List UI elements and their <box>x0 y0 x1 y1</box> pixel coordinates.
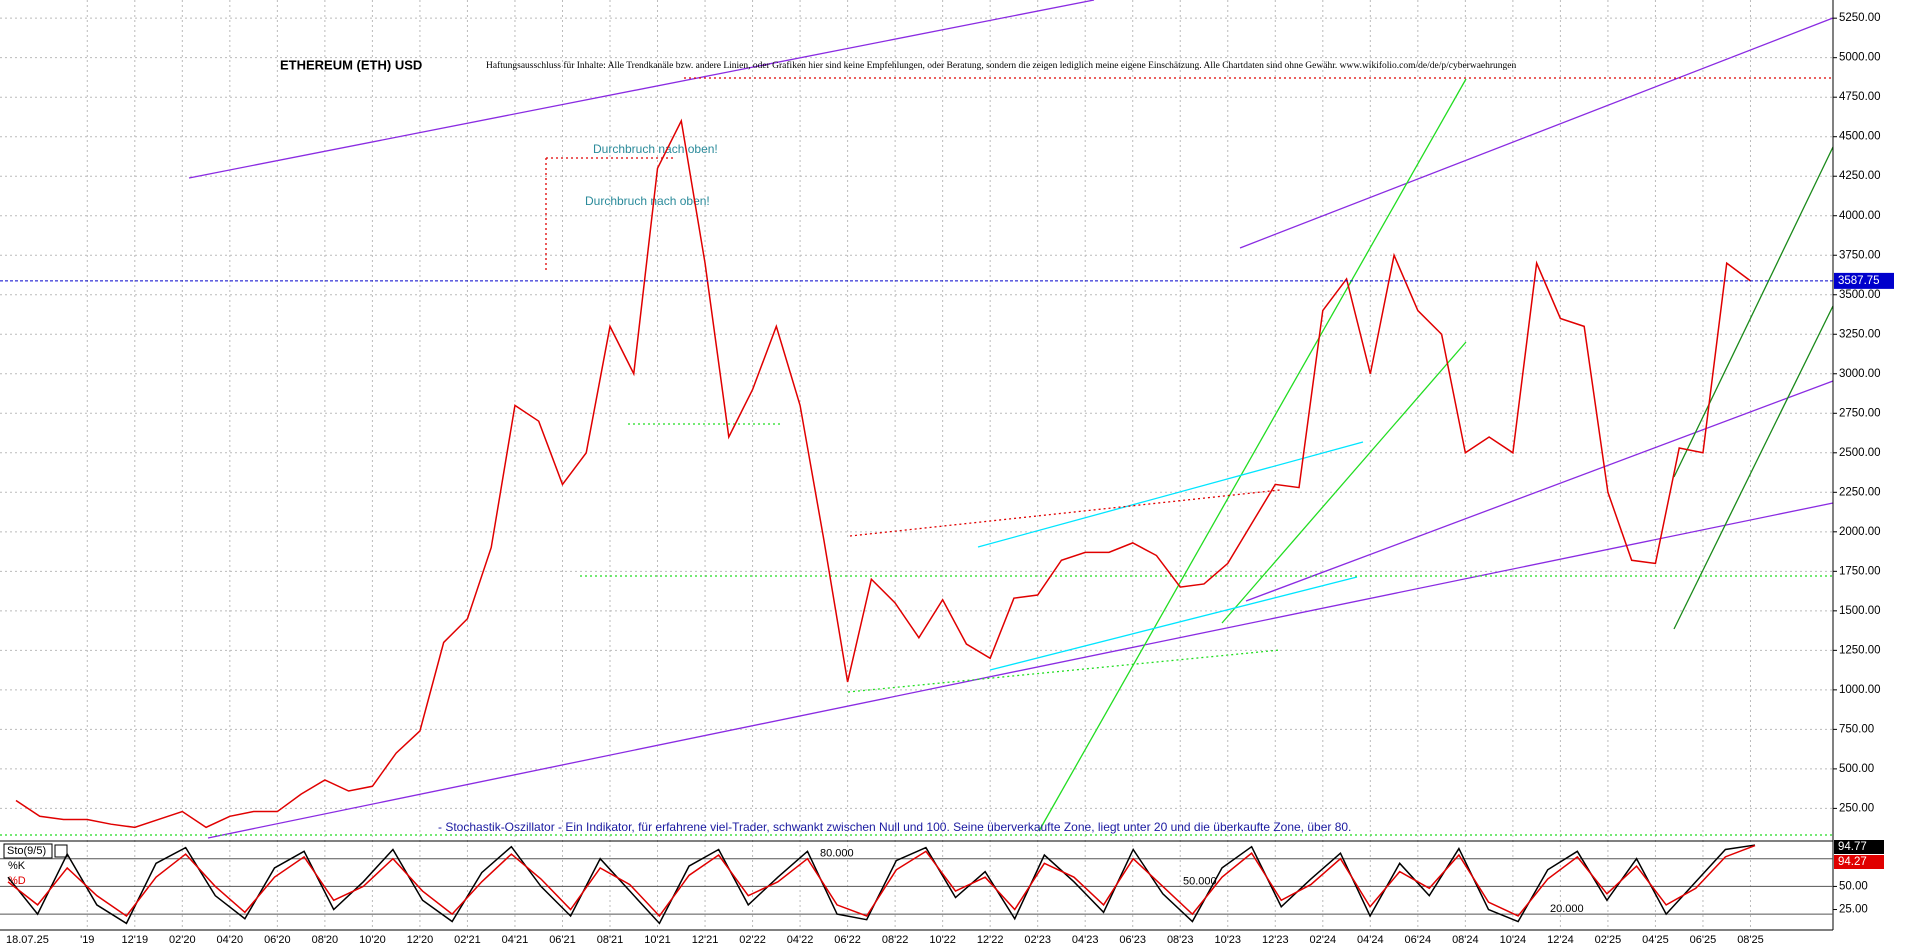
x-tick-label: 08'20 <box>312 934 339 946</box>
x-tick-label: 12'22 <box>977 934 1004 946</box>
y-tick-label: 25.00 <box>1839 904 1868 916</box>
chart-title: ETHEREUM (ETH) USD <box>280 57 422 72</box>
y-tick-label: 500.00 <box>1839 763 1874 775</box>
legend-k: %K <box>8 860 26 872</box>
x-tick-label: 04'24 <box>1357 934 1384 946</box>
x-tick-label: 06'24 <box>1405 934 1432 946</box>
y-tick-label: 1500.00 <box>1839 605 1881 617</box>
last-value-label: 94.77 <box>1838 841 1867 853</box>
annotation: Durchbruch nach oben! <box>585 194 710 208</box>
series-line <box>15 118 1751 829</box>
y-tick-label: 1000.00 <box>1839 684 1881 696</box>
y-tick-label: 2750.00 <box>1839 407 1881 419</box>
x-tick-label: '19 <box>80 934 94 946</box>
x-tick-label: 08'24 <box>1452 934 1479 946</box>
indicator-note: - Stochastik-Oszillator - Ein Indikator,… <box>438 820 1351 834</box>
last-value-box <box>1834 840 1884 854</box>
trend-line <box>1038 78 1467 832</box>
x-tick-label: 08'25 <box>1737 934 1764 946</box>
y-tick-label: 3750.00 <box>1839 249 1881 261</box>
series-line <box>7 844 1756 925</box>
y-tick-label: 2250.00 <box>1839 486 1881 498</box>
y-tick-label: 2000.00 <box>1839 526 1881 538</box>
x-tick-label: 12'23 <box>1262 934 1289 946</box>
y-tick-label: 750.00 <box>1839 723 1874 735</box>
trend-line <box>188 0 1095 179</box>
date-label: 18.07.25 <box>6 934 49 946</box>
x-tick-label: 08'21 <box>597 934 624 946</box>
y-tick-label: 2500.00 <box>1839 447 1881 459</box>
x-tick-label: 06'23 <box>1119 934 1146 946</box>
trend-line <box>849 489 1281 537</box>
x-tick-label: 04'22 <box>787 934 814 946</box>
x-tick-label: 06'20 <box>264 934 291 946</box>
x-tick-label: 02'22 <box>739 934 766 946</box>
disclaimer: Haftungsausschluss für Inhalte: Alle Tre… <box>486 60 1517 71</box>
y-tick-label: 4500.00 <box>1839 131 1881 143</box>
y-tick-label: 4250.00 <box>1839 170 1881 182</box>
last-value-box <box>1834 855 1884 869</box>
trend-line <box>847 649 1281 693</box>
x-tick-label: 04'21 <box>502 934 529 946</box>
x-tick-label: 12'21 <box>692 934 719 946</box>
x-tick-label: 10'21 <box>644 934 671 946</box>
expand-button[interactable] <box>54 844 68 858</box>
x-tick-label: 06'22 <box>834 934 861 946</box>
y-tick-label: 4000.00 <box>1839 210 1881 222</box>
x-tick-label: 04'25 <box>1642 934 1669 946</box>
trend-line <box>1239 17 1834 249</box>
level-label: 50.000 <box>1183 875 1217 887</box>
trend-line <box>1673 146 1834 478</box>
x-tick-label: 10'20 <box>359 934 386 946</box>
y-tick-label: 3500.00 <box>1839 289 1881 301</box>
y-tick-label: 3250.00 <box>1839 328 1881 340</box>
level-label: 20.000 <box>1550 903 1584 915</box>
x-tick-label: 02'24 <box>1310 934 1337 946</box>
x-tick-label: 06'21 <box>549 934 576 946</box>
x-tick-label: 02'20 <box>169 934 196 946</box>
x-tick-label: 12'20 <box>407 934 434 946</box>
y-tick-label: 1750.00 <box>1839 565 1881 577</box>
trend-line <box>977 441 1364 548</box>
last-price-box <box>1834 272 1894 289</box>
y-tick-label: 50.00 <box>1839 880 1868 892</box>
x-tick-label: 08'22 <box>882 934 909 946</box>
x-tick-label: 02'25 <box>1595 934 1622 946</box>
x-tick-label: 10'22 <box>929 934 956 946</box>
trend-line <box>989 576 1358 671</box>
trend-line <box>207 502 1834 839</box>
x-tick-label: 12'24 <box>1547 934 1574 946</box>
x-tick-label: 06'25 <box>1690 934 1717 946</box>
trend-line <box>1221 341 1467 624</box>
y-tick-label: 1250.00 <box>1839 644 1881 656</box>
level-label: 80.000 <box>820 848 854 860</box>
grid <box>0 0 1833 930</box>
annotation: Durchbruch nach oben! <box>593 142 718 156</box>
x-tick-label: 10'24 <box>1500 934 1527 946</box>
x-tick-label: 02'23 <box>1024 934 1051 946</box>
trend-line <box>1245 380 1834 602</box>
last-value-label: 94.27 <box>1838 856 1867 868</box>
trend-lines <box>0 0 1834 839</box>
x-tick-label: 02'21 <box>454 934 481 946</box>
indicator-box <box>3 843 53 859</box>
x-tick-label: 04'23 <box>1072 934 1099 946</box>
x-tick-label: 12'19 <box>122 934 149 946</box>
y-tick-label: 5000.00 <box>1839 52 1881 64</box>
y-tick-label: 5250.00 <box>1839 12 1881 24</box>
x-tick-label: 10'23 <box>1214 934 1241 946</box>
y-tick-label: 250.00 <box>1839 802 1874 814</box>
indicator-title: Sto(9/5) <box>7 845 46 857</box>
trend-line <box>1673 305 1834 630</box>
series-line <box>7 844 1756 918</box>
last-price-label: 3587.75 <box>1838 275 1880 287</box>
y-tick-label: 4750.00 <box>1839 91 1881 103</box>
y-tick-label: 3000.00 <box>1839 368 1881 380</box>
x-tick-label: 08'23 <box>1167 934 1194 946</box>
x-tick-label: 04'20 <box>217 934 244 946</box>
